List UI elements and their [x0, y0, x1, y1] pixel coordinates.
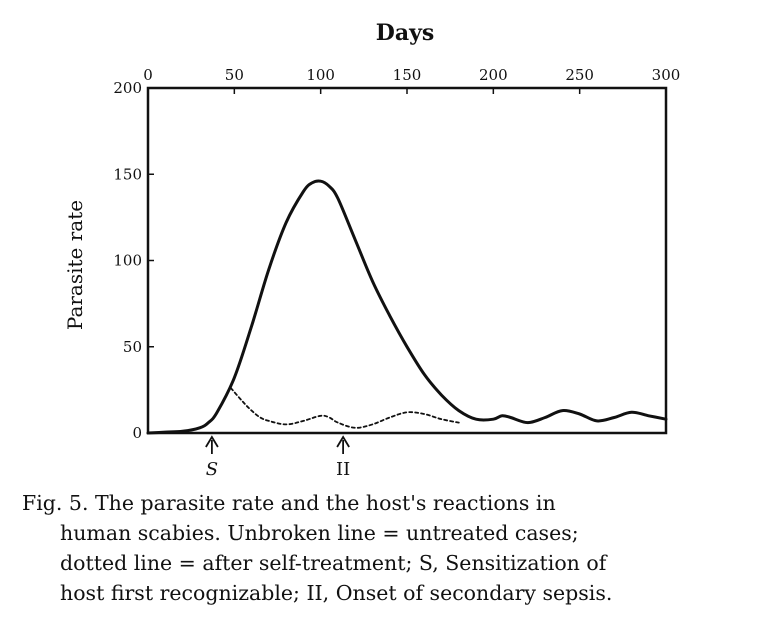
caption-line-2: human scabies. Unbroken line = untreated… [60, 521, 579, 545]
x-tick-label: 100 [306, 66, 335, 84]
annotation-label: II [336, 459, 350, 480]
x-tick-label: 250 [565, 66, 594, 84]
y-tick-label: 200 [113, 79, 142, 97]
y-tick-label: 0 [132, 424, 142, 442]
caption-line-3: dotted line = after self-treatment; S, S… [60, 551, 607, 575]
x-tick-label: 0 [143, 66, 153, 84]
annotation-layer: S II [205, 435, 350, 480]
parasite-rate-chart: Days 0 50 100 150 200 250 300 0 50 100 150 200 Par… [63, 20, 680, 480]
annotation-s-marker: S [205, 435, 219, 480]
x-tick-label: 150 [393, 66, 422, 84]
x-axis-title: Days [376, 20, 435, 46]
series-layer [146, 179, 668, 435]
x-tick-label: 200 [479, 66, 508, 84]
arrow-head-icon [336, 435, 350, 448]
solid-series-line [146, 179, 668, 435]
y-tick-label: 50 [123, 338, 142, 356]
caption-line-1: Fig. 5. The parasite rate and the host's… [22, 491, 556, 515]
plot-frame [146, 86, 668, 435]
arrow-head-icon [205, 435, 219, 448]
annotation-label: S [206, 459, 218, 480]
y-tick-label: 150 [113, 165, 142, 183]
x-tick-labels: 0 50 100 150 200 250 300 [143, 66, 680, 94]
y-tick-label: 100 [113, 252, 142, 270]
caption-line-4: host first recognizable; II, Onset of se… [60, 581, 613, 605]
annotation-ii-marker: II [336, 435, 350, 480]
y-axis-title: Parasite rate [63, 200, 87, 330]
figure-caption: Fig. 5. The parasite rate and the host's… [22, 488, 742, 608]
x-tick-label: 300 [652, 66, 681, 84]
x-tick-label: 50 [225, 66, 244, 84]
dotted-series-line [230, 387, 460, 429]
y-tick-labels: 0 50 100 150 200 [113, 79, 154, 442]
